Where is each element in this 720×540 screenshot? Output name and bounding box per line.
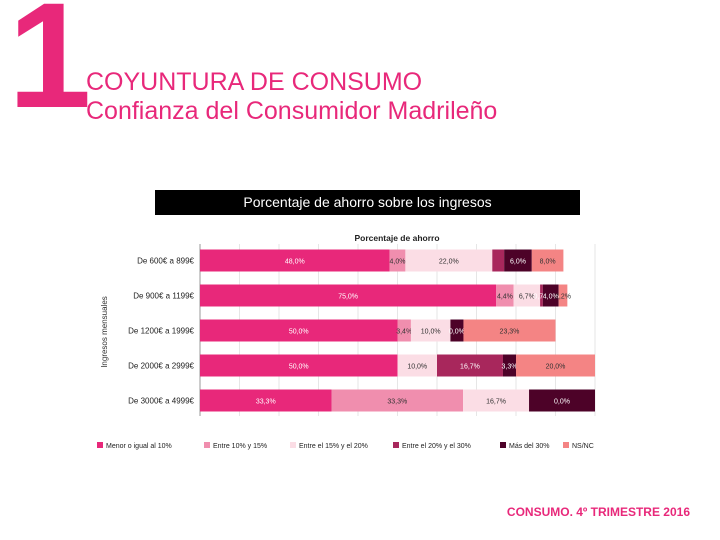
data-label: 6,0% bbox=[510, 259, 526, 266]
legend-label: Entre el 15% y el 20% bbox=[299, 443, 368, 450]
bar-segment bbox=[200, 284, 497, 307]
bar-segment bbox=[513, 284, 541, 307]
data-label: 33,3% bbox=[387, 399, 407, 406]
bar-segment bbox=[405, 249, 493, 272]
legend-swatch bbox=[393, 442, 399, 448]
bar-segment bbox=[502, 354, 516, 377]
bar-segment bbox=[529, 389, 595, 412]
data-label: 50,0% bbox=[289, 364, 309, 371]
data-label: 4,4% bbox=[497, 294, 513, 301]
data-label: 50,0% bbox=[289, 329, 309, 336]
data-label: 10,0% bbox=[421, 329, 441, 336]
bar-segment bbox=[463, 319, 556, 342]
bar-segment bbox=[531, 249, 564, 272]
legend-label: Entre el 20% y el 30% bbox=[402, 443, 471, 450]
bar-segment bbox=[331, 389, 464, 412]
data-label: 3,4% bbox=[396, 329, 412, 336]
data-label: 4,0% bbox=[390, 259, 406, 266]
bar-segment bbox=[492, 249, 505, 272]
category-label: De 3000€ a 4999€ bbox=[128, 397, 194, 406]
legend-label: Más del 30% bbox=[509, 443, 549, 450]
bar-segment bbox=[397, 319, 411, 342]
bar-segment bbox=[200, 319, 398, 342]
legend-label: Entre 10% y 15% bbox=[213, 443, 267, 450]
bar-segment bbox=[450, 319, 464, 342]
data-label: 0,7% bbox=[533, 294, 549, 301]
legend-swatch bbox=[204, 442, 210, 448]
bar-segment bbox=[437, 354, 503, 377]
bar-segment bbox=[410, 319, 451, 342]
y-axis-label: Ingresos mensuales bbox=[100, 296, 109, 368]
data-label: 0,0% bbox=[449, 329, 465, 336]
data-label: 2,2% bbox=[555, 294, 571, 301]
data-label: 4,0% bbox=[543, 294, 559, 301]
data-label: 33,3% bbox=[256, 399, 276, 406]
data-label: 22,0% bbox=[439, 259, 459, 266]
bar-segment bbox=[200, 354, 398, 377]
data-label: 75,0% bbox=[338, 294, 358, 301]
data-label: 10,0% bbox=[407, 364, 427, 371]
data-label: 20,0% bbox=[546, 364, 566, 371]
bar-segment bbox=[496, 284, 514, 307]
chart-banner: Porcentaje de ahorro sobre los ingresos bbox=[155, 190, 580, 215]
bar-segment bbox=[516, 354, 595, 377]
bar-segment bbox=[200, 389, 332, 412]
page-title: COYUNTURA DE CONSUMO bbox=[86, 68, 423, 96]
data-label: 8,0% bbox=[540, 259, 556, 266]
legend-label: Menor o igual al 10% bbox=[106, 443, 172, 450]
legend-swatch bbox=[97, 442, 103, 448]
data-label: 6,7% bbox=[519, 294, 535, 301]
legend-swatch bbox=[500, 442, 506, 448]
bar-segment bbox=[542, 284, 559, 307]
category-label: De 900€ a 1199€ bbox=[133, 292, 194, 301]
category-label: De 600€ a 899€ bbox=[137, 257, 194, 266]
data-label: 0,0% bbox=[554, 399, 570, 406]
data-label: 3,3% bbox=[501, 364, 517, 371]
bar-segment bbox=[558, 284, 568, 307]
category-label: De 2000€ a 2999€ bbox=[128, 362, 194, 371]
bar-segment bbox=[200, 249, 390, 272]
bar-segment bbox=[397, 354, 437, 377]
legend-swatch bbox=[290, 442, 296, 448]
legend-swatch bbox=[563, 442, 569, 448]
section-number: 1 bbox=[8, 0, 91, 139]
footer-caption: CONSUMO. 4º TRIMESTRE 2016 bbox=[506, 505, 690, 519]
data-label: 16,7% bbox=[486, 399, 506, 406]
data-label: 48,0% bbox=[285, 259, 305, 266]
bar-segment bbox=[504, 249, 532, 272]
data-label: 23,3% bbox=[500, 329, 520, 336]
bar-segment bbox=[389, 249, 406, 272]
page-subtitle: Confianza del Consumidor Madrileño bbox=[86, 97, 498, 125]
bar-segment bbox=[540, 284, 543, 307]
bar-segment bbox=[463, 389, 530, 412]
chart-title: Porcentaje de ahorro bbox=[354, 233, 439, 243]
data-label: 16,7% bbox=[460, 364, 480, 371]
legend-label: NS/NC bbox=[572, 443, 594, 450]
category-label: De 1200€ a 1999€ bbox=[128, 327, 194, 336]
